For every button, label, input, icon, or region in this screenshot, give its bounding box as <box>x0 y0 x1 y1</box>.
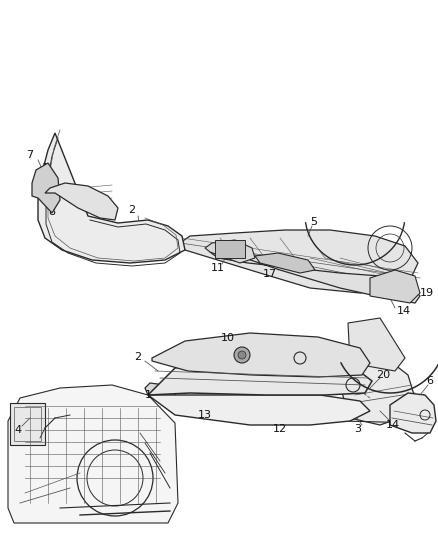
Polygon shape <box>348 318 405 371</box>
Text: 19: 19 <box>420 288 434 298</box>
Polygon shape <box>38 133 185 263</box>
Polygon shape <box>370 270 420 303</box>
Text: 5: 5 <box>311 217 318 227</box>
Polygon shape <box>255 253 315 273</box>
Text: 6: 6 <box>427 376 434 386</box>
Circle shape <box>238 351 246 359</box>
Polygon shape <box>205 240 255 263</box>
Text: 2: 2 <box>128 205 136 215</box>
Text: 13: 13 <box>198 410 212 420</box>
Polygon shape <box>148 355 372 395</box>
Polygon shape <box>210 250 420 303</box>
Polygon shape <box>390 393 436 433</box>
Text: 7: 7 <box>26 150 34 160</box>
Text: 10: 10 <box>221 333 235 343</box>
Polygon shape <box>32 163 60 213</box>
Polygon shape <box>148 395 370 425</box>
Circle shape <box>234 347 250 363</box>
Text: 14: 14 <box>397 306 411 316</box>
Text: 17: 17 <box>263 269 277 279</box>
Polygon shape <box>152 333 370 377</box>
Bar <box>215 240 245 258</box>
Polygon shape <box>340 358 415 425</box>
Text: 1: 1 <box>145 390 152 400</box>
Polygon shape <box>8 385 178 523</box>
Polygon shape <box>145 383 178 408</box>
Text: 1: 1 <box>42 163 49 173</box>
Text: 20: 20 <box>376 370 390 380</box>
Text: 4: 4 <box>14 425 21 435</box>
Polygon shape <box>45 183 118 220</box>
Text: 11: 11 <box>211 263 225 273</box>
Polygon shape <box>180 230 418 293</box>
Text: 2: 2 <box>134 352 141 362</box>
Text: 3: 3 <box>354 424 361 434</box>
Text: 14: 14 <box>386 420 400 430</box>
Bar <box>14 407 41 441</box>
Text: 8: 8 <box>49 207 56 217</box>
Text: 12: 12 <box>273 424 287 434</box>
Bar <box>10 403 45 445</box>
